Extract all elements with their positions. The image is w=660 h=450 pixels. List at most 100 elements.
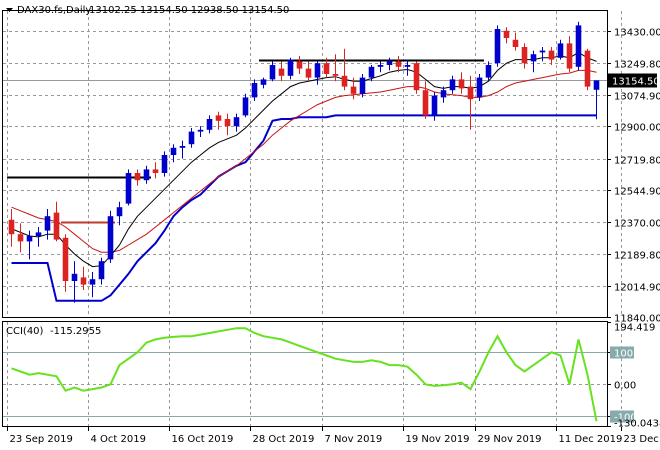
price-title: DAX30.fs,Daily [17,5,91,16]
candle-body [224,119,231,127]
candle [584,48,591,91]
candle-body [125,173,132,204]
candle [143,165,150,184]
price-box-label: 13154.50 [612,77,660,88]
candle [512,32,519,51]
candlestick-series[interactable] [8,21,600,303]
candle [179,140,186,159]
candle [467,75,474,130]
candle-body [593,80,600,90]
cci-axis: 194.419 100 0.00 -100-130.0438 [607,322,660,430]
candle-body [98,261,105,280]
y-tick-label: 12189.80 [614,251,660,262]
candle [296,56,303,74]
candle-body [278,68,285,76]
candle-body [584,50,591,87]
candle [251,79,258,101]
candle [566,36,573,73]
candle [350,77,357,100]
x-tick-label: 19 Nov 2019 [406,434,470,445]
candle [107,210,114,263]
x-tick-label: 28 Oct 2019 [253,434,315,445]
candle-body [368,66,375,78]
candle-body [341,75,348,87]
candle-body [161,155,168,173]
x-tick-label: 4 Oct 2019 [91,434,146,445]
cci-series [11,327,598,422]
x-tick-label: 7 Nov 2019 [325,434,383,445]
candle [593,80,600,120]
candle-body [287,59,294,76]
candle-body [431,95,438,116]
candle-body [35,232,42,236]
candle-body [404,65,411,67]
candle [89,272,96,298]
candle [305,61,312,82]
candle-body [251,83,258,98]
x-tick-label: 11 Dec 2019 [559,434,623,445]
candle-body [422,90,429,116]
candle [575,21,582,71]
x-tick-label: 23 Sep 2019 [10,434,73,445]
candle-body [449,79,456,91]
candle [278,61,285,82]
candle [170,144,177,163]
time-axis: 23 Sep 2019 4 Oct 2019 16 Oct 2019 28 Oct 2… [7,427,660,445]
candle-body [143,169,150,181]
candle [404,59,411,76]
candle-body [575,25,582,67]
x-tick-label: 16 Oct 2019 [172,434,234,445]
price-pane-frame [2,10,608,318]
candle-body [233,117,240,127]
collapse-triangle-icon[interactable] [6,8,13,12]
candle [116,201,123,226]
candle [125,169,132,206]
candle-body [566,43,573,69]
candle [233,113,240,132]
candle-body [170,147,177,155]
candle [8,209,15,247]
candle-body [332,74,339,76]
candle-body [440,90,447,98]
candle [386,57,393,71]
candle [242,93,249,118]
candle-body [521,47,528,64]
candle-body [503,30,510,38]
cci-tick-label: -100 [614,413,637,424]
candle-body [314,63,321,78]
candle [71,261,78,303]
current-price-box: 13154.50 [607,73,660,88]
candle [341,48,348,91]
candle [530,50,537,73]
cci-line-path [11,327,598,422]
candle [395,56,402,73]
candle-body [107,216,114,260]
candle-body [485,65,492,78]
x-tick-label: 23 Dec 2019 [624,434,660,445]
candle-body [134,173,141,181]
candle-body [197,129,204,132]
candle [269,61,276,82]
candle [485,61,492,82]
y-tick-label: 13249.80 [614,60,660,71]
candle-body [359,77,366,94]
candle [422,81,429,119]
candle [44,209,51,240]
candle [440,86,447,103]
y-tick-label: 12544.90 [614,187,660,198]
candle [134,169,141,186]
candle [368,65,375,82]
cci-value: -115.2955 [50,326,101,337]
ohlc-readout: 13102.25 13154.50 12938.50 13154.50 [89,5,289,16]
candle-body [494,29,501,64]
cci-tick-box [610,346,634,359]
candle-body [476,77,483,98]
candle [62,234,69,292]
trailing-stop-line [11,114,597,302]
candle [431,92,438,121]
candle [188,128,195,148]
candle [323,57,330,78]
candle [557,39,564,60]
candle [332,54,339,82]
